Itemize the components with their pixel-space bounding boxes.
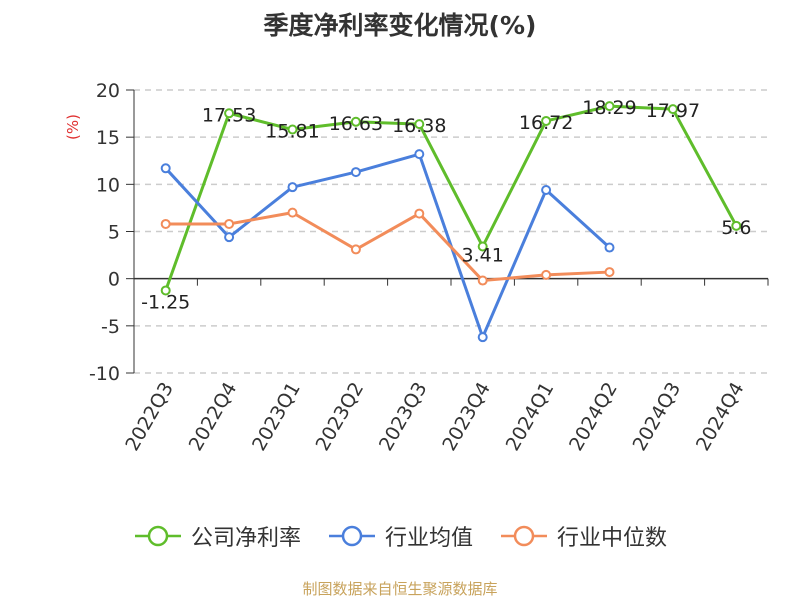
- x-tick-label: 2023Q2: [311, 379, 368, 455]
- x-tick-label: 2023Q3: [375, 379, 432, 455]
- legend-label: 公司净利率: [190, 526, 301, 551]
- data-label: 18.29: [582, 97, 636, 119]
- x-tick-label: 2022Q4: [185, 379, 242, 455]
- data-point: [731, 220, 742, 231]
- data-point: [287, 182, 298, 193]
- x-tick-label: 2024Q3: [628, 379, 685, 455]
- series-line-2: [164, 152, 611, 339]
- data-point: [541, 184, 552, 195]
- data-point: [160, 285, 171, 296]
- data-point: [160, 163, 171, 174]
- grid-lines: [134, 89, 768, 374]
- data-label: 16.63: [329, 113, 383, 135]
- data-point: [350, 167, 361, 178]
- y-tick-label: 15: [96, 127, 120, 149]
- data-point: [667, 104, 678, 115]
- y-tick-label: 10: [96, 174, 120, 196]
- data-label: 15.81: [265, 121, 319, 143]
- y-tick-label: 0: [108, 269, 120, 291]
- y-tick-label: 5: [108, 222, 120, 244]
- data-point: [541, 115, 552, 126]
- data-point: [477, 241, 488, 252]
- data-point: [414, 149, 425, 160]
- data-label: 5.6: [721, 217, 751, 239]
- data-point: [604, 267, 615, 278]
- data-point: [541, 269, 552, 280]
- y-tick-label: -5: [101, 316, 120, 338]
- data-point: [350, 116, 361, 127]
- series-lines: [164, 104, 738, 339]
- data-point: [604, 242, 615, 253]
- data-label: -1.25: [141, 291, 190, 313]
- data-point: [224, 218, 235, 229]
- data-point: [287, 124, 298, 135]
- series-line-1: [164, 104, 738, 291]
- data-label: 3.41: [462, 244, 504, 266]
- legend-item[interactable]: 行业中位数: [499, 520, 667, 552]
- legend-marker-icon: [134, 525, 181, 547]
- legend-label: 行业均值: [384, 526, 473, 551]
- data-label: 17.97: [646, 100, 700, 122]
- data-label: 16.38: [392, 115, 446, 137]
- chart-title: 季度净利率变化情况(%): [263, 11, 537, 40]
- legend-item[interactable]: 公司净利率: [133, 520, 301, 552]
- y-axis-label: (%): [64, 114, 82, 140]
- data-points: [160, 101, 742, 343]
- data-point: [477, 332, 488, 343]
- series-line-3: [165, 211, 610, 283]
- data-point: [414, 119, 425, 130]
- data-point: [224, 232, 235, 243]
- data-point: [604, 101, 615, 112]
- legend-marker-icon: [501, 525, 547, 547]
- x-tick-label: 2024Q2: [565, 379, 622, 455]
- legend-label: 行业中位数: [557, 526, 668, 551]
- y-tick-label: -10: [89, 363, 120, 385]
- legend-marker-icon: [328, 525, 375, 547]
- data-point: [350, 244, 361, 255]
- legend-item[interactable]: 行业均值: [327, 520, 473, 552]
- data-label: 16.72: [519, 112, 573, 134]
- y-tick-label: 20: [96, 80, 120, 102]
- x-tick-label: 2022Q3: [121, 379, 178, 455]
- data-point: [224, 108, 235, 119]
- data-point: [477, 275, 488, 286]
- x-tick-label: 2023Q4: [438, 379, 495, 455]
- x-tick-label: 2023Q1: [248, 379, 305, 455]
- data-label: 17.53: [202, 104, 256, 126]
- source-note: 制图数据来自恒生聚源数据库: [302, 580, 498, 598]
- data-point: [414, 208, 425, 219]
- data-point: [160, 218, 171, 229]
- x-tick-label: 2024Q4: [692, 379, 749, 455]
- x-tick-label: 2024Q1: [502, 379, 559, 455]
- data-point: [287, 207, 298, 218]
- legend: 公司净利率 行业均值 行业中位数: [0, 520, 800, 552]
- data-labels: -1.25 17.53 15.81 16.63 16.38 3.41 16.72 18.29 1…: [141, 97, 751, 313]
